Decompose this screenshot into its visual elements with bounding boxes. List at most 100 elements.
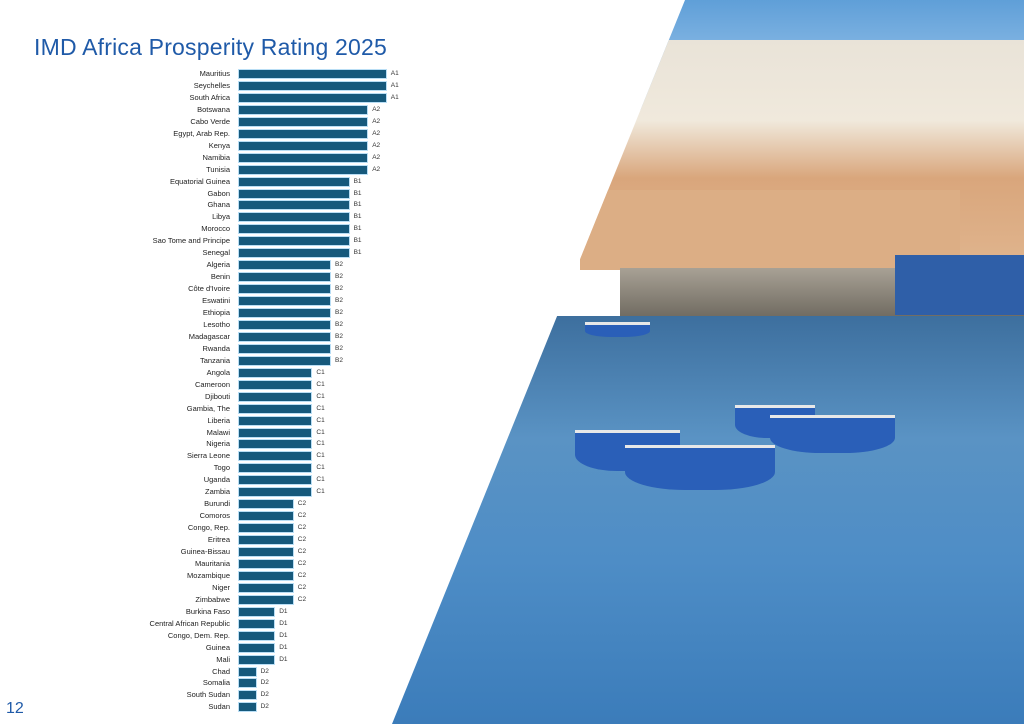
country-label: Madagascar (188, 331, 230, 341)
rating-label: B1 (353, 249, 362, 257)
country-label: Gabon (207, 188, 230, 198)
rating-bar (238, 594, 294, 605)
rating-bar (238, 116, 369, 127)
chart-row: Madagascar B2 (0, 331, 420, 343)
chart-row: Guinea D1 (0, 642, 420, 654)
rating-bar (238, 630, 276, 641)
rating-bar (238, 558, 294, 569)
country-label: Equatorial Guinea (169, 176, 230, 186)
country-label: Lesotho (203, 319, 230, 329)
rating-label: C1 (316, 440, 325, 448)
chart-row: Mauritania C2 (0, 558, 420, 570)
country-label: South Sudan (186, 690, 230, 700)
chart-row: Liberia C1 (0, 415, 420, 427)
country-label: Kenya (208, 140, 230, 150)
rating-bar (238, 499, 294, 510)
chart-row: Tunisia A2 (0, 164, 420, 176)
rating-bar (238, 606, 276, 617)
rating-bar (238, 451, 313, 462)
country-label: Cameroon (194, 379, 230, 389)
chart-row: Sao Tome and Principe B1 (0, 235, 420, 247)
chart-row: Cameroon C1 (0, 379, 420, 391)
rating-label: C2 (297, 512, 307, 520)
rating-bar-chart: Mauritius A1 Seychelles A1 South Africa A1 Bot… (0, 68, 420, 718)
rating-bar (238, 140, 369, 151)
rating-bar (238, 391, 313, 402)
country-label: Zimbabwe (195, 594, 230, 604)
rating-bar (238, 260, 331, 271)
rating-label: B1 (353, 225, 362, 233)
chart-row: Togo C1 (0, 462, 420, 474)
country-label: Togo (213, 463, 230, 473)
chart-row: Mozambique C2 (0, 570, 420, 582)
country-label: Morocco (201, 224, 230, 234)
rating-label: B2 (335, 273, 343, 281)
country-label: Botswana (197, 104, 230, 114)
chart-row: Equatorial Guinea B1 (0, 176, 420, 188)
country-label: Seychelles (193, 80, 230, 90)
chart-row: Sierra Leone C1 (0, 450, 420, 462)
country-label: Zambia (204, 487, 230, 497)
rating-bar (238, 463, 313, 474)
rating-bar (238, 535, 294, 546)
country-label: Algeria (206, 260, 230, 270)
rating-bar (238, 80, 387, 91)
rating-label: D2 (260, 667, 269, 675)
chart-row: Namibia A2 (0, 152, 420, 164)
rating-bar (238, 164, 369, 175)
chart-row: Tanzania B2 (0, 355, 420, 367)
chart-row: Central African Republic D1 (0, 618, 420, 630)
country-label: Eswatini (202, 296, 230, 306)
chart-row: Egypt, Arab Rep. A2 (0, 128, 420, 140)
rating-bar (238, 69, 387, 79)
chart-row: Nigeria C1 (0, 438, 420, 450)
chart-row: Gambia, The C1 (0, 403, 420, 415)
rating-label: A2 (372, 117, 381, 125)
country-label: Liberia (207, 415, 230, 425)
chart-row: Congo, Rep. C2 (0, 522, 420, 534)
country-label: Somalia (202, 678, 230, 688)
rating-bar (238, 439, 313, 450)
rating-bar (238, 702, 257, 713)
country-label: Egypt, Arab Rep. (173, 128, 230, 138)
chart-row: Kenya A2 (0, 140, 420, 152)
rating-label: B2 (335, 261, 343, 269)
chart-row: Eswatini B2 (0, 295, 420, 307)
rating-label: B2 (335, 297, 343, 305)
country-label: Côte d'Ivoire (188, 284, 230, 294)
rating-bar (238, 547, 294, 557)
rating-bar (238, 296, 331, 307)
chart-row: Ghana B1 (0, 199, 420, 211)
rating-label: C1 (316, 428, 325, 436)
chart-row: Mali D1 (0, 654, 420, 666)
rating-bar (238, 666, 257, 677)
chart-row: Djibouti C1 (0, 391, 420, 403)
rating-label: D2 (260, 703, 269, 711)
country-label: Libya (212, 212, 230, 222)
rating-bar (238, 200, 350, 211)
country-label: Tunisia (206, 164, 230, 174)
chart-row: Eritrea C2 (0, 534, 420, 546)
chart-row: Niger C2 (0, 582, 420, 594)
rating-label: C1 (316, 488, 325, 496)
chart-row: Sudan D2 (0, 701, 420, 713)
chart-row: Morocco B1 (0, 223, 420, 235)
country-label: Mali (216, 654, 230, 664)
country-label: Angola (206, 367, 230, 377)
rating-label: A2 (372, 165, 381, 173)
rating-label: A1 (390, 93, 399, 101)
rating-bar (238, 570, 294, 581)
rating-label: C2 (297, 595, 307, 603)
rating-bar (238, 176, 350, 187)
country-label: Niger (212, 582, 230, 592)
rating-label: C2 (297, 559, 307, 567)
country-label: Gambia, The (186, 403, 230, 413)
chart-row: Ethiopia B2 (0, 307, 420, 319)
rating-bar (238, 367, 313, 378)
rating-label: C1 (316, 476, 325, 484)
rating-label: B1 (353, 177, 362, 185)
chart-row: Malawi C1 (0, 427, 420, 439)
chart-row: Zimbabwe C2 (0, 594, 420, 606)
rating-label: C1 (316, 392, 325, 400)
